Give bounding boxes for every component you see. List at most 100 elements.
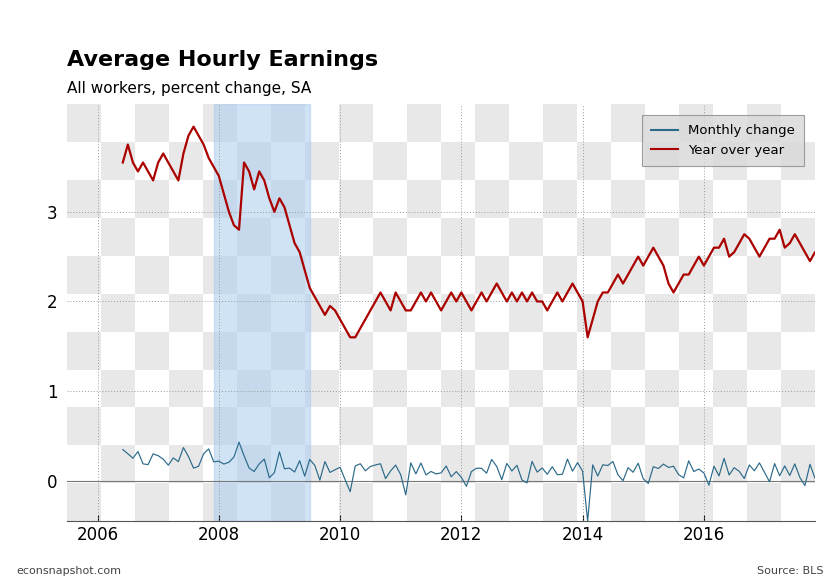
Bar bbox=[815, 294, 840, 332]
Bar bbox=[747, 142, 781, 180]
Bar bbox=[815, 142, 840, 180]
Bar bbox=[713, 67, 747, 104]
Bar bbox=[373, 408, 407, 445]
Bar bbox=[747, 332, 781, 369]
Bar bbox=[645, 445, 679, 483]
Bar bbox=[781, 104, 815, 142]
Bar bbox=[611, 180, 645, 218]
Bar bbox=[509, 104, 543, 142]
Bar bbox=[781, 67, 815, 104]
Bar bbox=[509, 332, 543, 369]
Bar bbox=[203, 369, 237, 408]
Bar bbox=[407, 369, 441, 408]
Bar bbox=[611, 256, 645, 294]
Bar bbox=[543, 369, 577, 408]
Bar bbox=[67, 67, 101, 104]
Bar bbox=[271, 408, 305, 445]
Bar bbox=[101, 332, 135, 369]
Bar bbox=[509, 180, 543, 218]
Bar bbox=[305, 67, 339, 104]
Bar bbox=[509, 408, 543, 445]
Bar bbox=[373, 142, 407, 180]
Bar bbox=[509, 218, 543, 256]
Bar bbox=[339, 294, 373, 332]
Bar bbox=[781, 256, 815, 294]
Bar bbox=[815, 408, 840, 445]
Bar bbox=[135, 445, 169, 483]
Bar bbox=[237, 483, 271, 521]
Bar bbox=[101, 104, 135, 142]
Bar bbox=[747, 180, 781, 218]
Bar bbox=[339, 218, 373, 256]
Text: Average Hourly Earnings: Average Hourly Earnings bbox=[67, 50, 378, 70]
Bar bbox=[781, 142, 815, 180]
Bar bbox=[339, 256, 373, 294]
Bar bbox=[169, 483, 203, 521]
Bar bbox=[169, 180, 203, 218]
Bar bbox=[135, 294, 169, 332]
Bar bbox=[441, 332, 475, 369]
Bar bbox=[577, 67, 611, 104]
Bar bbox=[441, 408, 475, 445]
Bar bbox=[169, 104, 203, 142]
Bar bbox=[577, 369, 611, 408]
Bar bbox=[713, 369, 747, 408]
Bar bbox=[237, 294, 271, 332]
Bar bbox=[645, 180, 679, 218]
Bar bbox=[543, 408, 577, 445]
Bar bbox=[713, 294, 747, 332]
Bar bbox=[237, 369, 271, 408]
Bar bbox=[237, 67, 271, 104]
Bar bbox=[747, 218, 781, 256]
Bar bbox=[373, 180, 407, 218]
Bar bbox=[543, 332, 577, 369]
Bar bbox=[101, 294, 135, 332]
Bar bbox=[611, 483, 645, 521]
Bar bbox=[271, 218, 305, 256]
Bar bbox=[475, 294, 509, 332]
Bar bbox=[101, 142, 135, 180]
Bar bbox=[475, 483, 509, 521]
Bar bbox=[679, 142, 713, 180]
Bar bbox=[203, 332, 237, 369]
Bar bbox=[305, 256, 339, 294]
Bar bbox=[169, 142, 203, 180]
Bar bbox=[203, 256, 237, 294]
Bar bbox=[509, 256, 543, 294]
Bar bbox=[373, 445, 407, 483]
Bar bbox=[747, 408, 781, 445]
Bar bbox=[407, 180, 441, 218]
Bar bbox=[713, 332, 747, 369]
Bar bbox=[441, 294, 475, 332]
Bar bbox=[543, 142, 577, 180]
Bar bbox=[543, 294, 577, 332]
Bar bbox=[339, 483, 373, 521]
Bar bbox=[203, 218, 237, 256]
Bar bbox=[679, 67, 713, 104]
Bar bbox=[169, 332, 203, 369]
Bar bbox=[441, 104, 475, 142]
Bar bbox=[237, 408, 271, 445]
Bar bbox=[815, 67, 840, 104]
Bar bbox=[373, 294, 407, 332]
Bar bbox=[203, 67, 237, 104]
Bar bbox=[713, 180, 747, 218]
Bar bbox=[713, 142, 747, 180]
Bar bbox=[203, 142, 237, 180]
Bar bbox=[305, 332, 339, 369]
Bar bbox=[271, 369, 305, 408]
Bar bbox=[339, 142, 373, 180]
Bar bbox=[679, 332, 713, 369]
Bar bbox=[101, 256, 135, 294]
Bar bbox=[67, 369, 101, 408]
Bar bbox=[679, 445, 713, 483]
Bar bbox=[543, 180, 577, 218]
Bar bbox=[67, 256, 101, 294]
Bar bbox=[169, 256, 203, 294]
Bar bbox=[475, 256, 509, 294]
Bar bbox=[475, 218, 509, 256]
Bar bbox=[237, 104, 271, 142]
Bar bbox=[169, 218, 203, 256]
Bar bbox=[781, 369, 815, 408]
Bar bbox=[645, 483, 679, 521]
